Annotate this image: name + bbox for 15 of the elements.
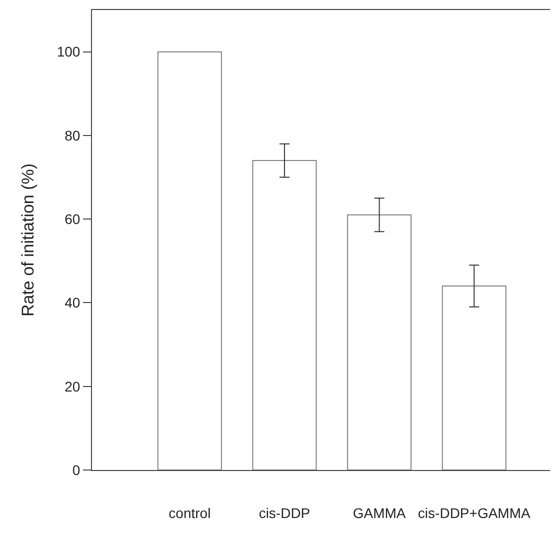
bar [157, 51, 222, 470]
x-tick-label: cis-DDP+GAMMA [418, 504, 531, 521]
y-tick-label: 100 [56, 44, 80, 60]
bar [442, 286, 506, 470]
y-tick-label: 20 [64, 378, 80, 394]
x-tick-label: cis-DDP [258, 504, 310, 521]
y-tick-label: 0 [72, 462, 80, 478]
x-tick-label: control [168, 504, 211, 521]
y-axis-title: Rate of initiation (%) [18, 163, 38, 317]
x-tick-label: GAMMA [352, 504, 406, 521]
bar [347, 214, 412, 470]
y-tick-label: 80 [64, 127, 80, 144]
bar [252, 160, 317, 470]
y-tick-label: 60 [64, 210, 80, 227]
y-tick-label: 40 [64, 294, 80, 311]
